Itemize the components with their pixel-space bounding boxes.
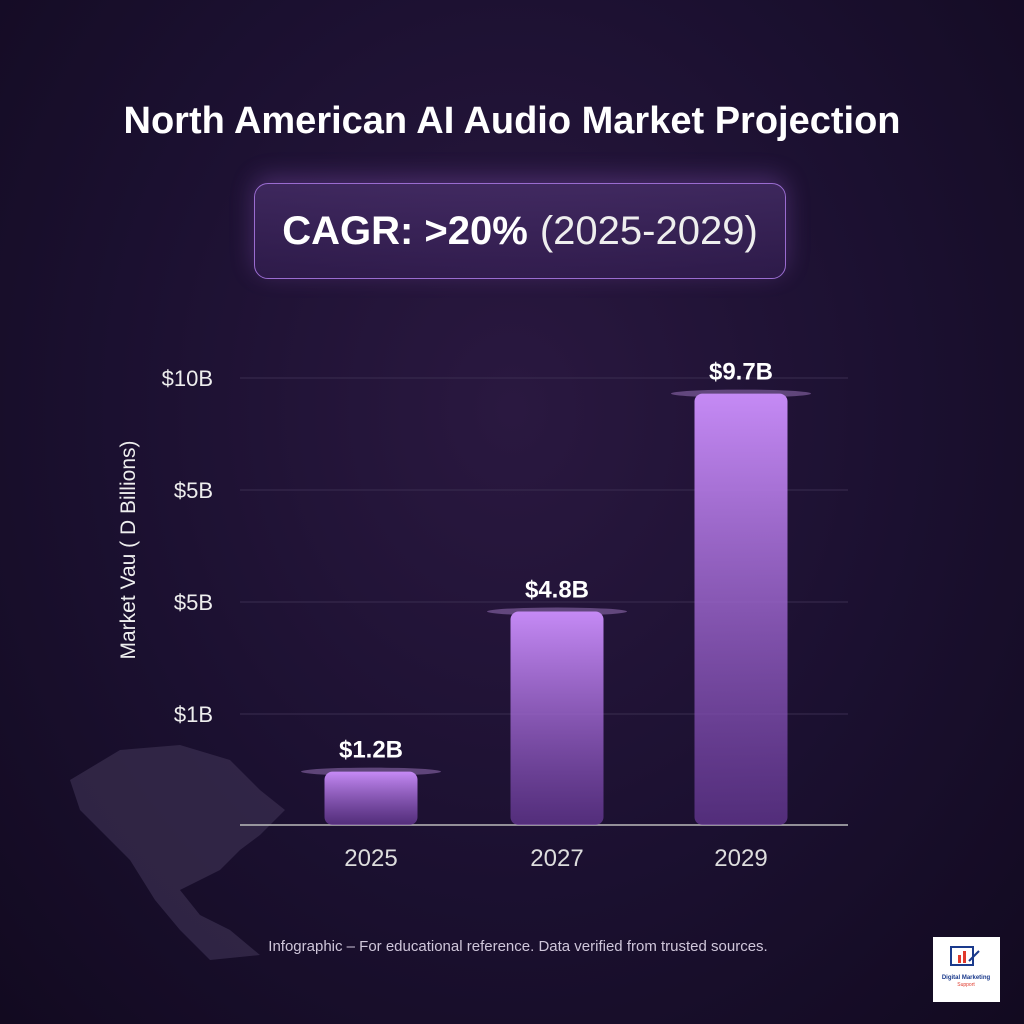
x-tick-label: 2025: [344, 845, 397, 872]
y-tick-label: $1B: [174, 702, 213, 727]
y-tick-label: $5B: [174, 590, 213, 615]
x-tick-label: 2027: [530, 845, 583, 872]
brand-logo: Digital Marketing Support: [933, 937, 1000, 1002]
cagr-range: (2025-2029): [539, 208, 758, 253]
svg-text:Support: Support: [957, 982, 975, 988]
y-tick-label: $10B: [162, 366, 213, 391]
bar-2027: [510, 611, 604, 825]
data-label: $1.2B: [339, 737, 403, 764]
y-tick-label: $5B: [174, 478, 213, 503]
chart-logo-icon: Digital Marketing Support: [942, 946, 991, 988]
cagr-label: CAGR: >20%: [282, 208, 528, 253]
north-america-map-icon: [70, 745, 285, 960]
y-axis-label: Market Vau ( D Billions): [117, 440, 140, 660]
footer-note: Infographic – For educational reference.…: [268, 938, 768, 955]
cagr-box: CAGR: >20% (2025-2029): [254, 183, 786, 279]
x-tick-label: 2029: [714, 845, 767, 872]
svg-text:Digital Marketing: Digital Marketing: [942, 975, 991, 981]
data-label: $4.8B: [525, 577, 589, 604]
bar-2025: [324, 771, 418, 825]
bar-2029: [694, 393, 788, 825]
chart-title: North American AI Audio Market Projectio…: [123, 100, 901, 142]
data-label: $9.7B: [709, 359, 773, 386]
